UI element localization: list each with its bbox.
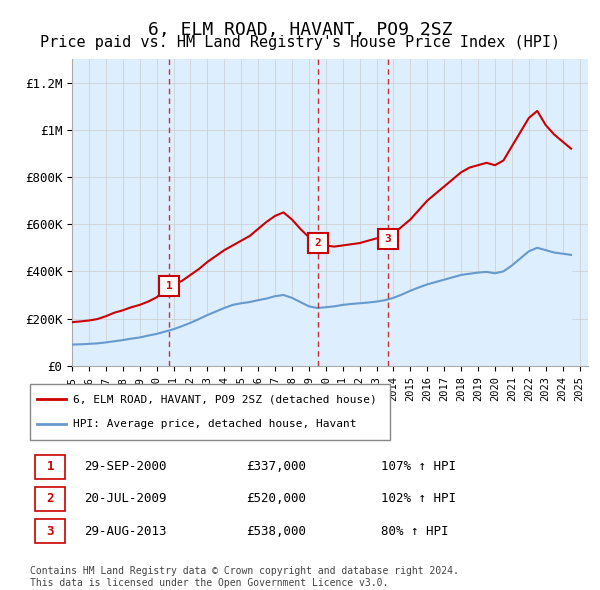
Text: 107% ↑ HPI: 107% ↑ HPI (381, 460, 456, 473)
Text: 29-AUG-2013: 29-AUG-2013 (84, 525, 167, 537)
FancyBboxPatch shape (30, 384, 390, 440)
Text: 29-SEP-2000: 29-SEP-2000 (84, 460, 167, 473)
Text: 6, ELM ROAD, HAVANT, PO9 2SZ: 6, ELM ROAD, HAVANT, PO9 2SZ (148, 21, 452, 39)
Text: 102% ↑ HPI: 102% ↑ HPI (381, 493, 456, 506)
Text: 1: 1 (47, 460, 54, 473)
Text: 2: 2 (315, 238, 322, 248)
FancyBboxPatch shape (35, 519, 65, 543)
Text: 6, ELM ROAD, HAVANT, PO9 2SZ (detached house): 6, ELM ROAD, HAVANT, PO9 2SZ (detached h… (73, 394, 377, 404)
Text: 1: 1 (166, 281, 173, 291)
Text: 3: 3 (47, 525, 54, 537)
Text: Contains HM Land Registry data © Crown copyright and database right 2024.
This d: Contains HM Land Registry data © Crown c… (30, 566, 459, 588)
Text: £337,000: £337,000 (246, 460, 306, 473)
Text: £538,000: £538,000 (246, 525, 306, 537)
Text: 20-JUL-2009: 20-JUL-2009 (84, 493, 167, 506)
Text: 2: 2 (47, 493, 54, 506)
Text: HPI: Average price, detached house, Havant: HPI: Average price, detached house, Hava… (73, 419, 356, 429)
Text: £520,000: £520,000 (246, 493, 306, 506)
Text: 3: 3 (385, 234, 391, 244)
FancyBboxPatch shape (35, 455, 65, 478)
Text: Price paid vs. HM Land Registry's House Price Index (HPI): Price paid vs. HM Land Registry's House … (40, 35, 560, 50)
FancyBboxPatch shape (35, 487, 65, 511)
Text: 80% ↑ HPI: 80% ↑ HPI (381, 525, 449, 537)
